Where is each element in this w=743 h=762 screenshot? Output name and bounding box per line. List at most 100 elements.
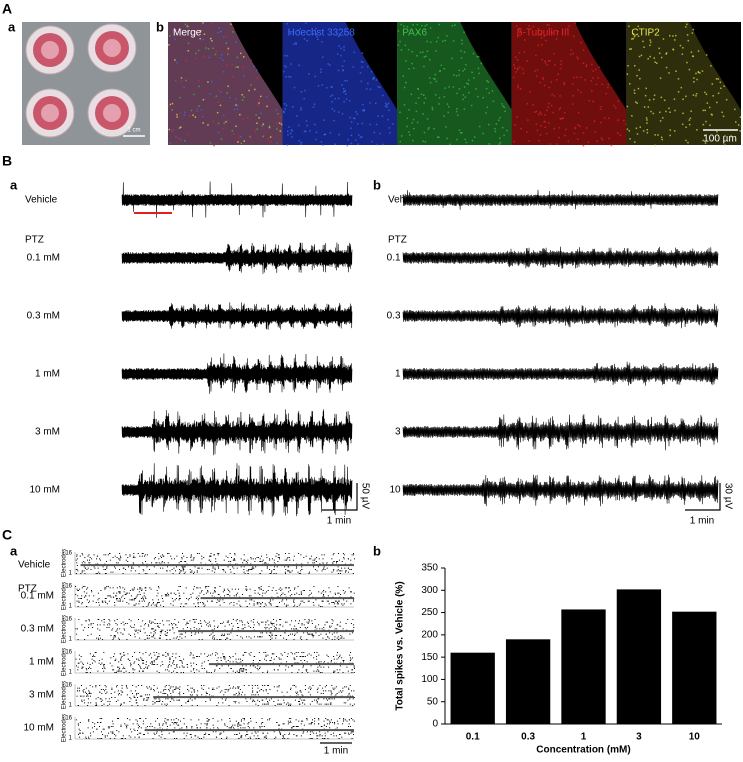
spike (335, 561, 337, 562)
spike (259, 561, 261, 562)
spike (172, 690, 174, 692)
spike (101, 620, 103, 622)
cell (660, 96, 663, 99)
spike (311, 635, 313, 636)
spike (115, 701, 117, 702)
cell (639, 77, 641, 80)
spike (213, 628, 215, 630)
cell (171, 130, 173, 133)
spike (240, 661, 242, 663)
cell (456, 92, 458, 95)
spike (200, 623, 202, 624)
spike (197, 587, 199, 589)
spike (85, 620, 87, 622)
spike (229, 727, 231, 729)
spike (334, 722, 336, 723)
spike (267, 685, 269, 686)
cell (479, 125, 481, 128)
spike (259, 594, 261, 595)
cell (724, 135, 726, 137)
cell (363, 108, 365, 111)
spike (114, 620, 116, 622)
spike (218, 600, 220, 602)
spike (326, 562, 328, 564)
spike (267, 685, 269, 686)
spike (176, 627, 178, 628)
scale-bar (685, 483, 721, 511)
spike (94, 656, 96, 657)
spike (179, 598, 181, 599)
spike (234, 554, 236, 556)
spike (212, 731, 214, 733)
cell (198, 105, 200, 107)
cell (573, 35, 575, 38)
spike (235, 701, 237, 702)
spike (170, 665, 172, 667)
spike (81, 562, 83, 564)
spike (173, 664, 175, 665)
spike (86, 672, 88, 673)
spike (89, 653, 91, 655)
spike (161, 661, 163, 663)
cell (702, 109, 705, 112)
cell (457, 114, 459, 116)
spike (103, 703, 105, 705)
spike (201, 590, 203, 591)
electrode-tick: 16 (65, 584, 72, 590)
spike (112, 720, 114, 722)
spike (349, 726, 351, 727)
spike (200, 562, 202, 564)
spike (227, 660, 229, 661)
spike (153, 602, 155, 603)
spike (288, 732, 290, 734)
cell (355, 111, 357, 113)
spike (207, 590, 209, 591)
spike (83, 591, 85, 593)
cell (517, 84, 519, 87)
spike (101, 718, 103, 719)
spike (76, 554, 78, 556)
spike (196, 596, 198, 598)
spike (267, 620, 269, 622)
spike (100, 689, 102, 690)
cell (515, 71, 517, 73)
spike (158, 553, 160, 554)
cell (232, 31, 234, 33)
spike (119, 592, 121, 594)
spike (334, 603, 336, 605)
channel-label: Merge (173, 28, 202, 39)
spike (235, 661, 237, 663)
cell (557, 73, 559, 75)
spike (77, 570, 79, 572)
spike (116, 592, 118, 594)
spike (195, 619, 197, 620)
spike (189, 734, 191, 735)
cell (227, 85, 229, 87)
spike (90, 633, 92, 635)
spike (171, 569, 173, 570)
cell (290, 32, 292, 35)
spike (104, 598, 106, 599)
cell (422, 51, 424, 54)
cell (590, 80, 593, 82)
spike (304, 656, 306, 657)
cell (663, 99, 666, 102)
spike (244, 627, 246, 628)
spike (193, 588, 195, 590)
cell (225, 35, 228, 37)
cell (220, 54, 223, 56)
cell (546, 64, 549, 66)
spike (342, 672, 344, 673)
spike (338, 691, 340, 693)
spike (341, 636, 343, 638)
spike (159, 701, 161, 702)
spike (203, 661, 205, 663)
cell (605, 92, 608, 95)
spike (187, 599, 189, 601)
spike (272, 599, 274, 601)
spike (194, 698, 196, 700)
spike (247, 573, 249, 574)
cell (194, 116, 197, 118)
spike (277, 606, 279, 607)
spike (102, 668, 104, 669)
